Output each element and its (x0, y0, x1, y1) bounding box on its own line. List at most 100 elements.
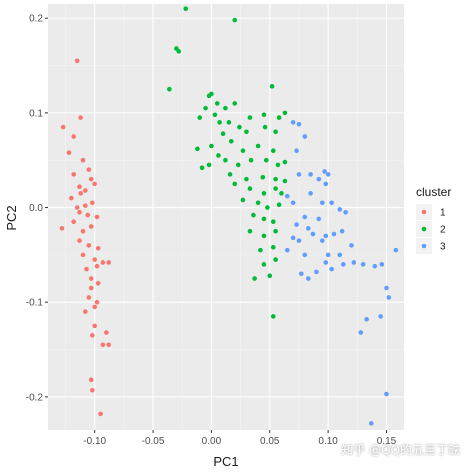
point-cluster-1 (88, 176, 94, 182)
point-cluster-1 (92, 181, 97, 187)
point-cluster-1 (60, 124, 66, 130)
point-cluster-2 (282, 178, 288, 184)
point-cluster-3 (298, 271, 304, 277)
point-cluster-1 (90, 200, 95, 206)
point-cluster-3 (305, 276, 311, 281)
legend-label-2: 2 (440, 225, 446, 236)
point-cluster-2 (247, 186, 253, 191)
point-cluster-3 (290, 235, 296, 241)
point-cluster-2 (261, 233, 267, 239)
point-cluster-1 (78, 115, 83, 120)
point-cluster-2 (252, 276, 257, 281)
point-cluster-1 (106, 342, 111, 348)
point-cluster-1 (88, 224, 94, 229)
point-cluster-2 (282, 110, 288, 116)
point-cluster-2 (216, 153, 221, 158)
point-cluster-2 (244, 129, 249, 135)
point-cluster-3 (323, 260, 329, 265)
point-cluster-2 (258, 247, 263, 253)
point-cluster-3 (351, 260, 357, 265)
point-cluster-3 (316, 176, 322, 182)
panel-background (48, 4, 404, 430)
point-cluster-2 (206, 162, 212, 168)
point-cluster-2 (240, 197, 246, 203)
point-cluster-3 (322, 169, 327, 174)
point-cluster-2 (223, 105, 228, 111)
point-cluster-1 (104, 330, 109, 335)
point-cluster-2 (248, 157, 254, 163)
point-cluster-2 (176, 49, 182, 54)
legend-label-3: 3 (440, 242, 446, 253)
point-cluster-2 (270, 148, 276, 154)
point-cluster-2 (167, 86, 172, 92)
point-cluster-2 (273, 228, 278, 234)
point-cluster-2 (261, 112, 267, 118)
point-cluster-3 (329, 200, 334, 206)
point-cluster-3 (290, 200, 296, 206)
point-cluster-1 (83, 188, 88, 193)
point-cluster-2 (237, 124, 242, 130)
point-cluster-3 (294, 148, 299, 154)
point-cluster-1 (88, 285, 94, 291)
point-cluster-3 (343, 209, 348, 215)
point-cluster-3 (339, 228, 345, 234)
y-tick-label: 0.1 (29, 108, 43, 119)
point-cluster-1 (94, 263, 100, 269)
point-cluster-3 (337, 207, 343, 212)
point-cluster-1 (86, 167, 92, 172)
point-cluster-1 (77, 184, 82, 190)
point-cluster-1 (85, 212, 90, 218)
point-cluster-1 (84, 266, 89, 272)
point-cluster-2 (232, 181, 238, 187)
y-tick-label: 0.0 (29, 203, 43, 214)
point-cluster-3 (302, 252, 308, 258)
point-cluster-1 (77, 238, 82, 243)
x-tick-label: -0.05 (142, 436, 165, 447)
point-cluster-1 (69, 195, 74, 201)
point-cluster-2 (247, 115, 253, 120)
point-cluster-1 (80, 157, 86, 163)
point-cluster-1 (66, 150, 72, 155)
point-cluster-1 (77, 209, 82, 215)
point-cluster-1 (92, 257, 97, 262)
data-points (59, 6, 399, 426)
point-cluster-2 (273, 257, 278, 262)
y-tick-label: -0.1 (26, 298, 44, 309)
point-cluster-1 (92, 323, 97, 329)
point-cluster-1 (92, 304, 97, 310)
point-cluster-2 (261, 216, 267, 222)
point-cluster-3 (308, 191, 313, 196)
point-cluster-3 (310, 231, 316, 237)
x-tick-label: 0.00 (202, 436, 222, 447)
y-axis-ticks: -0.2 -0.1 0.0 0.1 0.2 (26, 14, 48, 403)
y-tick-label: 0.2 (29, 14, 43, 25)
point-cluster-3 (369, 421, 374, 426)
point-cluster-1 (88, 377, 94, 383)
point-cluster-1 (86, 295, 92, 300)
point-cluster-3 (325, 172, 331, 177)
point-cluster-2 (265, 205, 270, 210)
point-cluster-1 (100, 260, 106, 265)
point-cluster-1 (80, 252, 86, 258)
point-cluster-3 (384, 285, 389, 291)
point-cluster-3 (358, 330, 364, 335)
point-cluster-1 (90, 387, 95, 393)
legend: cluster 1 2 3 (416, 185, 451, 254)
point-cluster-2 (261, 191, 267, 196)
legend-key-2 (421, 226, 427, 232)
point-cluster-1 (80, 228, 86, 234)
point-cluster-2 (255, 200, 261, 206)
point-cluster-2 (263, 157, 269, 163)
legend-key-3 (421, 243, 427, 249)
point-cluster-3 (308, 172, 313, 177)
point-cluster-3 (296, 121, 302, 127)
point-cluster-3 (284, 193, 290, 199)
point-cluster-1 (71, 219, 76, 225)
point-cluster-2 (212, 112, 218, 118)
point-cluster-3 (296, 172, 302, 177)
point-cluster-1 (94, 214, 100, 220)
point-cluster-1 (88, 276, 94, 281)
x-axis-ticks: -0.10 -0.05 0.00 0.05 0.10 0.15 (83, 430, 397, 447)
point-cluster-2 (244, 176, 249, 182)
point-cluster-3 (284, 247, 290, 253)
